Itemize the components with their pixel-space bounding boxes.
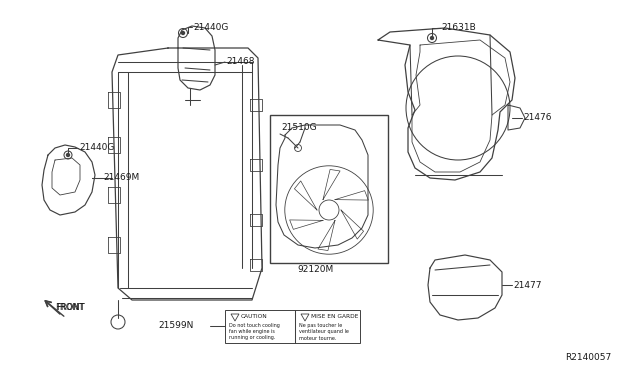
Bar	[270, 115, 388, 263]
Circle shape	[182, 32, 184, 35]
Text: 21476: 21476	[523, 113, 552, 122]
Text: moteur tourne.: moteur tourne.	[299, 336, 337, 340]
Text: 21599N: 21599N	[158, 321, 193, 330]
Circle shape	[67, 154, 70, 157]
Text: 21468: 21468	[226, 58, 255, 67]
Text: FRONT: FRONT	[56, 304, 84, 312]
Text: FRONT: FRONT	[55, 304, 84, 312]
Text: 21510G: 21510G	[281, 124, 317, 132]
Text: running or cooling.: running or cooling.	[229, 336, 275, 340]
Text: R2140057: R2140057	[565, 353, 611, 362]
Text: 92120M: 92120M	[298, 266, 334, 275]
Circle shape	[431, 36, 433, 39]
Text: 21440G: 21440G	[79, 144, 115, 153]
Text: 21469M: 21469M	[103, 173, 140, 183]
Text: Do not touch cooling: Do not touch cooling	[229, 324, 280, 328]
Text: Ne pas toucher le: Ne pas toucher le	[299, 324, 342, 328]
Text: 21477: 21477	[513, 280, 541, 289]
Text: MISE EN GARDE: MISE EN GARDE	[311, 314, 358, 320]
Text: CAUTION: CAUTION	[241, 314, 268, 320]
Bar	[225, 310, 360, 343]
Text: fan while engine is: fan while engine is	[229, 330, 275, 334]
Text: ventilateur quand le: ventilateur quand le	[299, 330, 349, 334]
Text: 21440G: 21440G	[193, 22, 228, 32]
Text: 21631B: 21631B	[441, 23, 476, 32]
